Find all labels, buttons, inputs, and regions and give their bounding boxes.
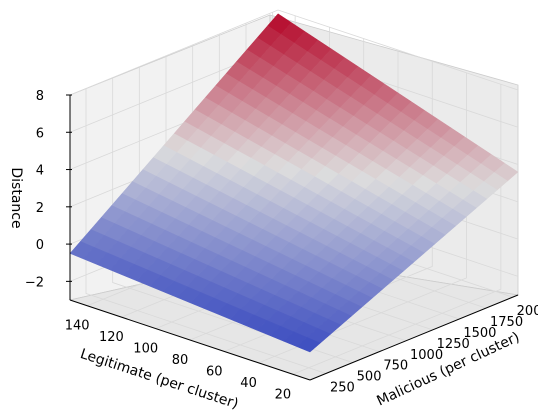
x-tick-label: 20: [275, 387, 292, 402]
x-tick-label: 40: [240, 376, 257, 391]
x-tick-label: 140: [65, 319, 90, 334]
y-tick-label: 1250: [437, 337, 470, 352]
x-tick-label: 60: [206, 364, 223, 379]
tick-labels: −2 0 2 4 6 8 20 40 60 80 100 120 140 2505007501000125…: [25, 89, 538, 402]
y-tick-label: 1750: [490, 315, 523, 330]
y-tick-label: 2000: [517, 304, 538, 319]
z-tick-label: −2: [25, 275, 44, 290]
y-axis-line: [309, 294, 519, 381]
y-tick-label: 1500: [463, 326, 496, 341]
z-tick-label: 8: [36, 89, 44, 104]
z-tick-label: 4: [36, 164, 44, 179]
z-tick-label: 6: [36, 126, 44, 141]
y-tick-label: 750: [383, 359, 408, 374]
z-axis-label: Distance: [8, 167, 24, 228]
grid-line: [85, 88, 327, 374]
y-tick-label: 250: [330, 380, 355, 395]
x-tick-label: 120: [99, 330, 124, 345]
x-tick-label: 100: [133, 342, 158, 357]
y-tick-label: 1000: [410, 348, 443, 363]
z-tick-label: 2: [36, 201, 44, 216]
grid-line: [69, 9, 519, 96]
surface-mesh: [69, 13, 519, 353]
x-axis-line: [69, 299, 311, 381]
y-tick-label: 500: [357, 370, 382, 385]
x-tick-label: 80: [172, 353, 189, 368]
surface-patch: [296, 337, 321, 353]
z-tick-label: 0: [36, 238, 44, 253]
axis-lines: [69, 95, 519, 381]
